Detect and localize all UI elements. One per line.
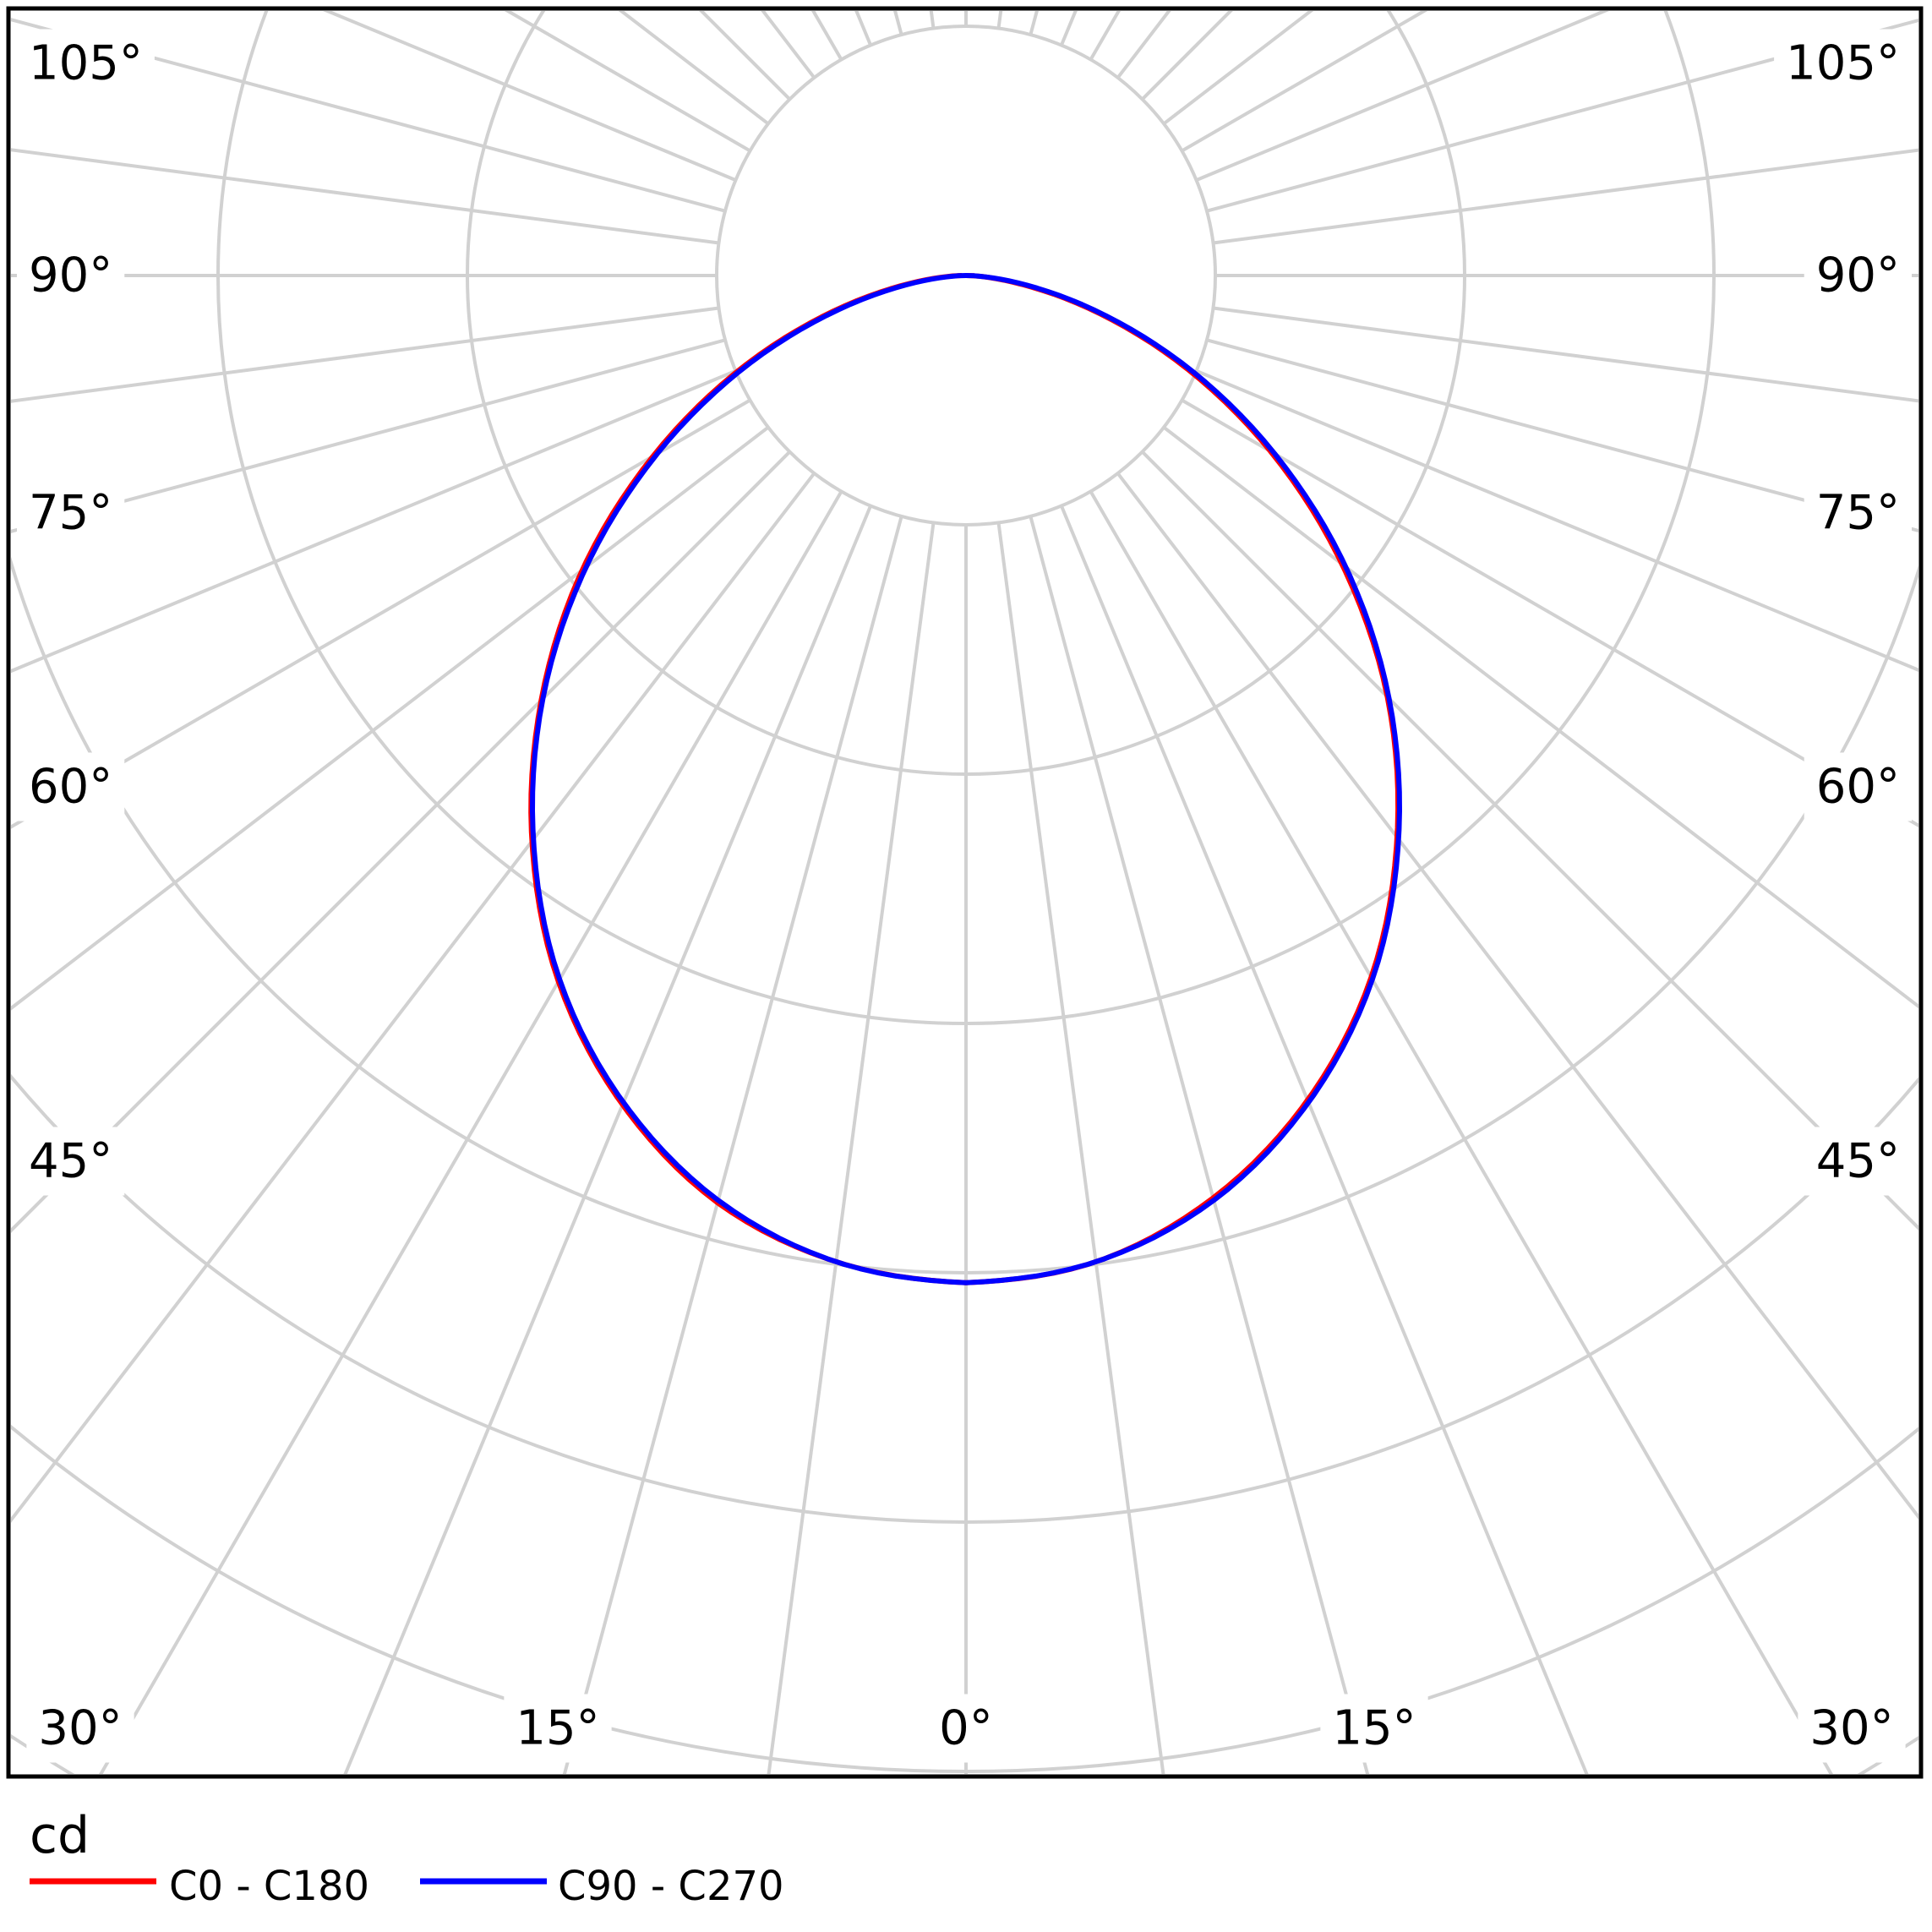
legend-label-c90-c270: C90 - C270 bbox=[558, 1863, 784, 1910]
label-mask bbox=[1804, 752, 1912, 821]
label-mask bbox=[26, 1694, 134, 1763]
label-mask bbox=[17, 29, 155, 98]
angle-label-left-60: 60° bbox=[29, 760, 112, 815]
angle-label-bottom-1: 15° bbox=[516, 1701, 599, 1756]
radial-line-37.5 bbox=[1116, 472, 1918, 1520]
radial-line-292.5 bbox=[11, 369, 737, 674]
radial-line-247.5 bbox=[323, 11, 737, 182]
radial-line-172.5 bbox=[996, 11, 1003, 29]
curve-c90-c270 bbox=[530, 273, 1402, 1285]
angle-label-right-90: 90° bbox=[1816, 248, 1900, 303]
angle-label-right-75: 75° bbox=[1816, 486, 1900, 541]
angle-label-left-105: 105° bbox=[29, 36, 143, 91]
angle-label-bottom-4: 30° bbox=[1809, 1701, 1893, 1756]
radial-line-30 bbox=[1089, 490, 1833, 1774]
radial-line-52.5 bbox=[1162, 425, 1918, 1009]
radial-line-187.5 bbox=[929, 11, 936, 29]
radial-line-322.5 bbox=[11, 472, 816, 1523]
radial-line-255 bbox=[11, 18, 726, 213]
radial-line-7.5 bbox=[996, 522, 1165, 1774]
radial-line-262.5 bbox=[11, 148, 719, 245]
radial-line-82.5 bbox=[1213, 306, 1918, 403]
radial-line-60 bbox=[1181, 398, 1918, 827]
radial-line-22.5 bbox=[1060, 505, 1589, 1774]
label-mask bbox=[17, 1127, 125, 1196]
label-mask bbox=[17, 241, 125, 310]
radial-line-97.5 bbox=[1213, 148, 1918, 245]
plot-border bbox=[6, 6, 1924, 1779]
radial-line-15 bbox=[1029, 516, 1370, 1774]
radial-line-112.5 bbox=[1195, 11, 1609, 182]
label-mask bbox=[927, 1694, 1005, 1763]
angle-label-bottom-2: 0° bbox=[939, 1701, 993, 1756]
label-mask bbox=[1774, 29, 1912, 98]
angle-label-right-60: 60° bbox=[1816, 760, 1900, 815]
radial-line-345 bbox=[562, 516, 903, 1774]
legend: cd C0 - C180 C90 - C270 bbox=[30, 1806, 784, 1910]
angle-label-right-45: 45° bbox=[1816, 1134, 1900, 1189]
angle-label-left-90: 90° bbox=[29, 248, 112, 303]
radial-line-337.5 bbox=[343, 505, 872, 1774]
radial-line-105 bbox=[1206, 18, 1918, 213]
radial-line-67.5 bbox=[1195, 369, 1918, 672]
radial-line-277.5 bbox=[11, 306, 719, 403]
radial-line-307.5 bbox=[11, 425, 770, 1011]
radial-line-75 bbox=[1206, 338, 1918, 533]
label-mask bbox=[17, 752, 125, 821]
radial-line-330 bbox=[99, 490, 843, 1774]
label-mask bbox=[1804, 241, 1912, 310]
angle-labels: 105° 90° 75° 60° 45° 105° 90° 75° 60° 45° 30° 15° 0°… bbox=[17, 29, 1912, 1763]
legend-label-c0-c180: C0 - C180 bbox=[169, 1863, 369, 1910]
intensity-curves bbox=[528, 273, 1402, 1285]
angle-label-bottom-0: 30° bbox=[38, 1701, 122, 1756]
label-mask bbox=[1804, 1127, 1912, 1196]
label-mask bbox=[1320, 1694, 1428, 1763]
angle-label-left-45: 45° bbox=[29, 1134, 112, 1189]
radial-line-300 bbox=[11, 398, 751, 829]
angle-label-right-105: 105° bbox=[1786, 36, 1900, 91]
radial-line-285 bbox=[11, 338, 726, 533]
label-mask bbox=[17, 478, 125, 548]
label-mask bbox=[1804, 478, 1912, 548]
unit-label: cd bbox=[30, 1806, 90, 1865]
label-mask bbox=[504, 1694, 612, 1763]
angle-label-bottom-3: 15° bbox=[1332, 1701, 1416, 1756]
label-mask bbox=[1798, 1694, 1906, 1763]
radial-line-352.5 bbox=[767, 522, 936, 1774]
angle-label-left-75: 75° bbox=[29, 486, 112, 541]
